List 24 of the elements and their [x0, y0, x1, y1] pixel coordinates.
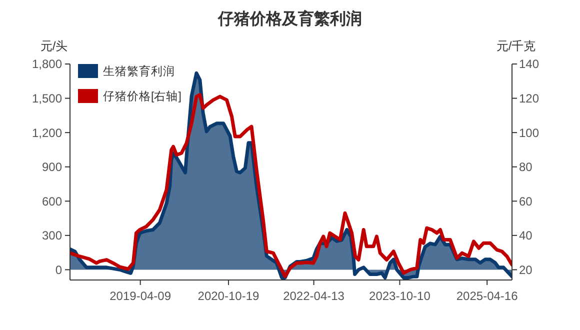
y2-tick-label: 80 — [519, 160, 533, 174]
y-tick-label: 1,200 — [32, 126, 62, 140]
y-tick-label: 600 — [42, 194, 62, 208]
y-tick-label: 0 — [55, 262, 62, 277]
y2-tick-label: 20 — [519, 262, 533, 277]
y2-tick-label: 100 — [519, 126, 540, 140]
y-axis-title: 元/头 — [40, 39, 68, 53]
y-tick-label: 1,500 — [32, 91, 62, 106]
x-tick-label: 2020-10-19 — [198, 289, 260, 303]
x-tick-label: 2022-04-13 — [283, 289, 345, 303]
y-tick-label: 1,800 — [32, 57, 62, 72]
legend-label: 仔猪价格[右轴] — [103, 90, 182, 104]
y2-tick-label: 140 — [519, 57, 540, 72]
x-tick-label: 2025-04-16 — [456, 289, 518, 303]
chart-title: 仔猪价格及育繁利润 — [217, 9, 362, 28]
y2-tick-label: 40 — [519, 228, 533, 243]
y2-tick-label: 60 — [519, 194, 533, 208]
y2-tick-label: 120 — [519, 91, 540, 106]
y-tick-label: 900 — [42, 160, 62, 174]
y-tick-label: 300 — [42, 228, 62, 243]
x-tick-label: 2023-10-10 — [369, 289, 431, 303]
y2-axis-title: 元/千克 — [496, 39, 536, 53]
legend-label: 生猪繁育利润 — [103, 64, 175, 78]
x-tick-label: 2019-04-09 — [110, 289, 172, 303]
